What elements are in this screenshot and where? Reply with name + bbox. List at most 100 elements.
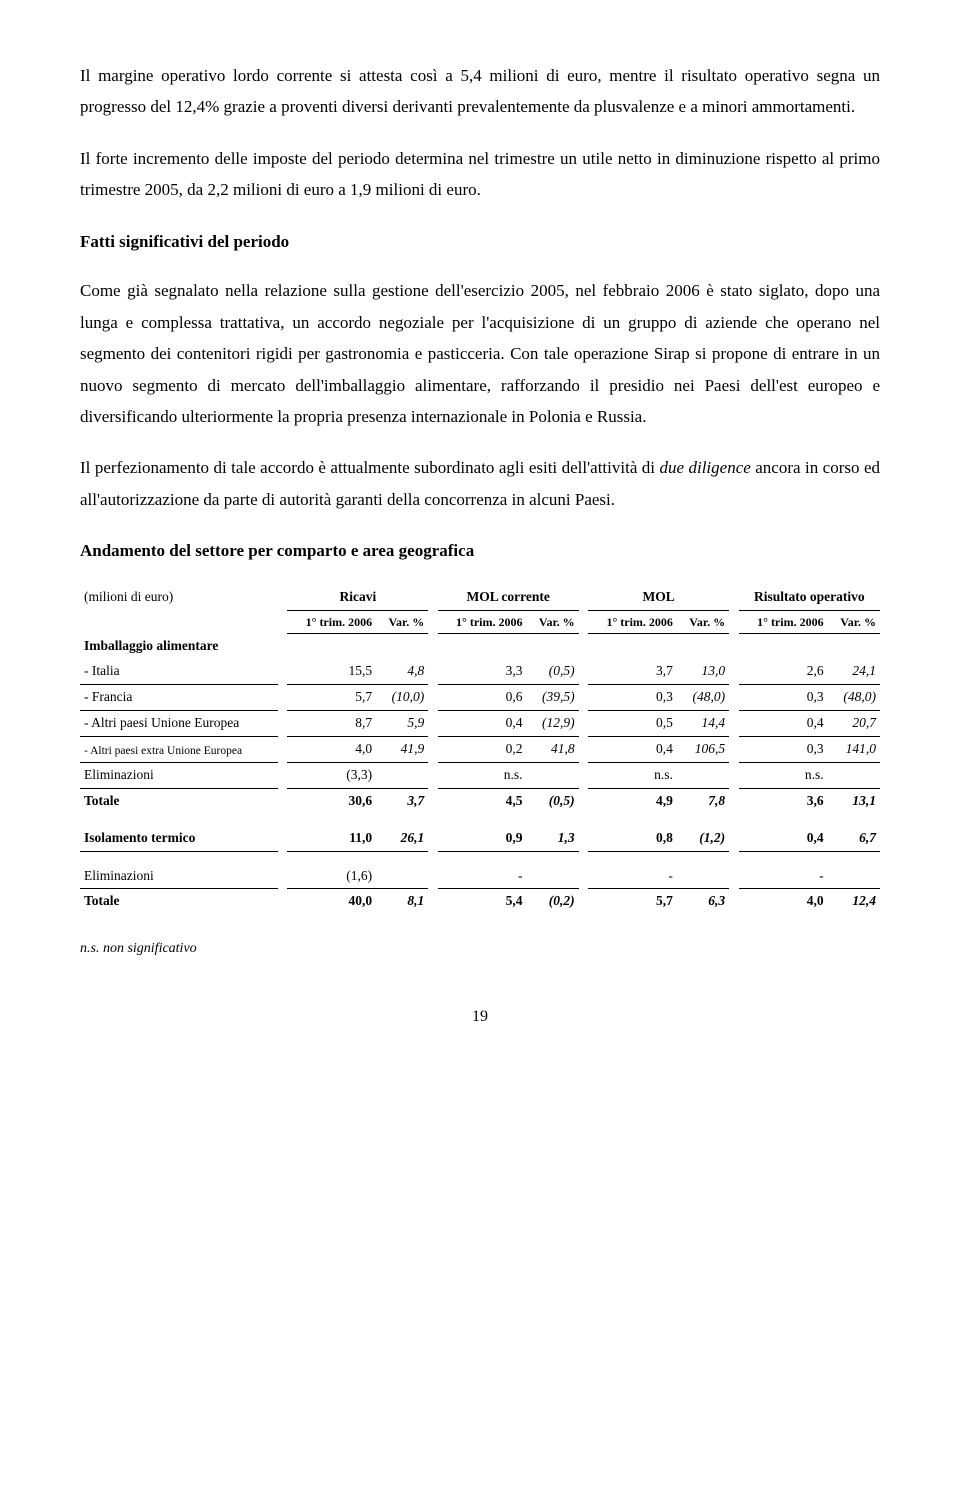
sub-4-1: 1° trim. 2006 [739, 610, 828, 634]
tot2-v7: 12,4 [828, 889, 880, 914]
sub-3-2: Var. % [677, 610, 729, 634]
row-label: - Altri paesi extra Unione Europea [80, 736, 278, 762]
cell: (12,9) [527, 711, 579, 737]
segment1-header: Imballaggio alimentare [80, 634, 880, 659]
cell: 15,5 [287, 659, 376, 684]
tot1-label: Totale [80, 788, 278, 813]
elim2-v5 [677, 864, 729, 889]
seg2-v1: 26,1 [376, 826, 428, 851]
tot1-v6: 3,6 [739, 788, 828, 813]
tot1-v0: 30,6 [287, 788, 376, 813]
cell: 0,3 [739, 736, 828, 762]
sub-3-1: 1° trim. 2006 [588, 610, 677, 634]
tot1-v5: 7,8 [677, 788, 729, 813]
sub-1-2: Var. % [376, 610, 428, 634]
sub-2-2: Var. % [527, 610, 579, 634]
elim2-v1 [376, 864, 428, 889]
sub-4-2: Var. % [828, 610, 880, 634]
para3b-pre: Il perfezionamento di tale accordo è att… [80, 458, 659, 477]
elim2-v4: - [588, 864, 677, 889]
table-row: - Altri paesi Unione Europea 8,75,9 0,4 (12… [80, 711, 880, 737]
cell: (10,0) [376, 685, 428, 711]
tot1-v3: (0,5) [527, 788, 579, 813]
tot2-v1: 8,1 [376, 889, 428, 914]
paragraph-2: Il forte incremento delle imposte del pe… [80, 143, 880, 206]
group-ricavi: Ricavi [287, 585, 428, 610]
cell [828, 762, 880, 788]
cell: 0,4 [739, 711, 828, 737]
cell [527, 762, 579, 788]
group-risultato: Risultato operativo [739, 585, 880, 610]
table-row: - Italia15,54,83,3(0,5)3,713,02,624,1 [80, 659, 880, 684]
section-title-geo: Andamento del settore per comparto e are… [80, 535, 880, 566]
table-row: Eliminazioni(3,3)n.s.n.s.n.s. [80, 762, 880, 788]
cell: 4,8 [376, 659, 428, 684]
elim2-v2: - [438, 864, 527, 889]
cell: (48,0) [677, 685, 729, 711]
cell: 0,5 [588, 711, 677, 737]
seg2-v3: 1,3 [527, 826, 579, 851]
elim2-label: Eliminazioni [80, 864, 278, 889]
cell: 4,0 [287, 736, 376, 762]
cell: 41,9 [376, 736, 428, 762]
cell: 3,7 [588, 659, 677, 684]
cell: 8,7 [287, 711, 376, 737]
cell: 41,8 [527, 736, 579, 762]
seg2-label: Isolamento termico [80, 826, 278, 851]
group-mol: MOL [588, 585, 729, 610]
elim2-v7 [828, 864, 880, 889]
seg2-v5: (1,2) [677, 826, 729, 851]
seg2-v2: 0,9 [438, 826, 527, 851]
tot2-v0: 40,0 [287, 889, 376, 914]
cell: 0,3 [588, 685, 677, 711]
cell: (48,0) [828, 685, 880, 711]
segment-table: (milioni di euro) Ricavi MOL corrente MO… [80, 585, 880, 915]
segment2-row: Isolamento termico 11,0 26,1 0,9 1,3 0,8… [80, 826, 880, 851]
tot1-v7: 13,1 [828, 788, 880, 813]
table-row: - Francia5,7(10,0)0,6(39,5)0,3(48,0)0,3(… [80, 685, 880, 711]
cell: 0,6 [438, 685, 527, 711]
paragraph-1: Il margine operativo lordo corrente si a… [80, 60, 880, 123]
cell: (0,5) [527, 659, 579, 684]
tot2-v3: (0,2) [527, 889, 579, 914]
seg2-v6: 0,4 [739, 826, 828, 851]
cell [376, 762, 428, 788]
table-row: - Altri paesi extra Unione Europea4,041,… [80, 736, 880, 762]
cell: 14,4 [677, 711, 729, 737]
cell: n.s. [438, 762, 527, 788]
cell: 0,4 [588, 736, 677, 762]
seg1-label: Imballaggio alimentare [80, 634, 880, 659]
cell: 141,0 [828, 736, 880, 762]
row-label: - Francia [80, 685, 278, 711]
tot2-v6: 4,0 [739, 889, 828, 914]
seg2-v7: 6,7 [828, 826, 880, 851]
cell: 24,1 [828, 659, 880, 684]
cell: 0,2 [438, 736, 527, 762]
cell: 13,0 [677, 659, 729, 684]
elim2-v6: - [739, 864, 828, 889]
group-mol-corrente: MOL corrente [438, 585, 579, 610]
cell: 0,3 [739, 685, 828, 711]
row-label: - Altri paesi Unione Europea [80, 711, 278, 737]
cell: n.s. [588, 762, 677, 788]
cell: (3,3) [287, 762, 376, 788]
elim2-v0: (1,6) [287, 864, 376, 889]
paragraph-3a: Come già segnalato nella relazione sulla… [80, 275, 880, 432]
cell: 2,6 [739, 659, 828, 684]
seg2-v4: 0,8 [588, 826, 677, 851]
total2-row: Totale 40,0 8,1 5,4 (0,2) 5,7 6,3 4,0 12… [80, 889, 880, 914]
cell: 106,5 [677, 736, 729, 762]
section-title-facts: Fatti significativi del periodo [80, 226, 880, 257]
footnote: n.s. non significativo [80, 936, 880, 962]
unit-label: (milioni di euro) [80, 585, 278, 610]
cell [677, 762, 729, 788]
tot2-v4: 5,7 [588, 889, 677, 914]
elim2-row: Eliminazioni (1,6) - - - [80, 864, 880, 889]
elim2-v3 [527, 864, 579, 889]
tot1-v1: 3,7 [376, 788, 428, 813]
tot2-label: Totale [80, 889, 278, 914]
sub-2-1: 1° trim. 2006 [438, 610, 527, 634]
seg2-v0: 11,0 [287, 826, 376, 851]
cell: 5,9 [376, 711, 428, 737]
para3b-em: due diligence [659, 458, 750, 477]
